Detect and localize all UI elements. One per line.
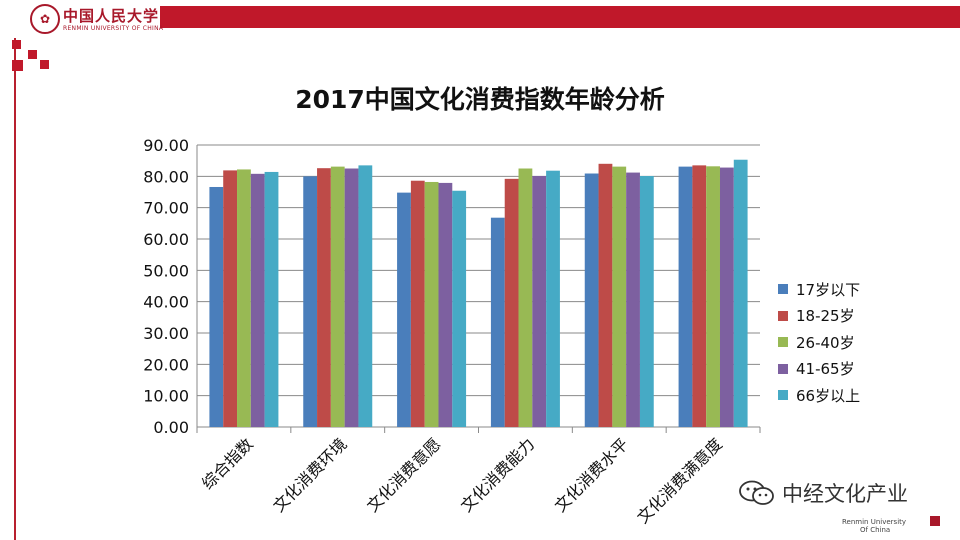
y-tick-label: 40.00	[143, 293, 189, 312]
legend-swatch	[778, 284, 788, 295]
x-tick-label: 文化消费满意度	[633, 434, 726, 527]
legend-swatch	[778, 310, 788, 321]
y-tick-label: 80.00	[143, 167, 189, 186]
bar	[719, 167, 734, 427]
legend-label: 17岁以下	[796, 280, 861, 299]
deco-square	[12, 40, 21, 49]
bar	[410, 180, 425, 427]
bar	[317, 168, 331, 428]
bar	[678, 166, 693, 427]
legend-swatch	[778, 390, 788, 401]
bar	[397, 192, 411, 427]
y-tick-label: 0.00	[153, 418, 189, 437]
x-tick-label: 文化消费意愿	[363, 434, 444, 515]
deco-square	[12, 60, 23, 71]
footer-square	[930, 516, 940, 526]
bar	[612, 166, 627, 427]
legend-label: 18-25岁	[796, 307, 855, 326]
bar	[584, 173, 599, 427]
legend-label: 41-65岁	[796, 360, 855, 379]
chart-title: 2017中国文化消费指数年龄分析	[295, 85, 665, 114]
bar	[303, 176, 318, 427]
bar	[330, 166, 345, 427]
y-tick-label: 70.00	[143, 199, 189, 218]
legend-item: 26-40岁	[778, 329, 860, 356]
bar	[223, 170, 238, 427]
footer-line-2: Of China	[860, 526, 891, 534]
watermark-text: 中经文化产业	[782, 482, 908, 506]
bar	[626, 172, 640, 427]
y-tick-label: 90.00	[143, 136, 189, 155]
bar	[358, 165, 373, 427]
bar	[237, 169, 251, 427]
left-accent-line	[14, 38, 16, 540]
bar	[344, 168, 359, 427]
legend-item: 41-65岁	[778, 356, 860, 383]
bar	[598, 163, 613, 428]
x-tick-label: 文化消费水平	[551, 434, 632, 515]
bar	[518, 168, 533, 427]
bar	[264, 171, 279, 427]
wechat-icon	[739, 480, 774, 505]
x-tick-label: 综合指数	[198, 434, 257, 493]
wechat-watermark: 中经文化产业	[738, 478, 908, 508]
header-bar	[160, 6, 960, 28]
footer-line-1: Renmin University	[842, 518, 907, 526]
deco-square	[40, 60, 49, 69]
y-tick-label: 50.00	[143, 261, 189, 280]
bar	[546, 170, 560, 427]
bar	[692, 165, 707, 427]
bar	[452, 190, 467, 427]
bar	[490, 217, 505, 427]
legend-item: 17岁以下	[778, 276, 860, 303]
logo-subtitle: RENMIN UNIVERSITY OF CHINA	[63, 25, 164, 32]
legend-label: 26-40岁	[796, 333, 855, 352]
y-tick-label: 30.00	[143, 324, 189, 343]
y-tick-label: 10.00	[143, 387, 189, 406]
x-tick-label: 文化消费能力	[457, 434, 538, 515]
bar	[438, 182, 453, 427]
bar	[706, 166, 720, 427]
chart-legend: 17岁以下 18-25岁 26-40岁 41-65岁 66岁以上	[778, 276, 860, 409]
university-logo: ✿ 中国人民大学 RENMIN UNIVERSITY OF CHINA	[30, 4, 164, 38]
bar	[639, 176, 654, 427]
bar	[532, 176, 547, 427]
footer-text: Renmin University Of China	[842, 518, 906, 534]
bar	[733, 159, 748, 427]
legend-swatch	[778, 363, 788, 374]
legend-swatch	[778, 337, 788, 348]
bar	[250, 173, 265, 427]
x-tick-label: 文化消费环境	[269, 434, 350, 515]
deco-square	[28, 50, 37, 59]
bar	[424, 181, 439, 427]
logo-name: 中国人民大学	[63, 7, 160, 25]
legend-item: 18-25岁	[778, 303, 860, 330]
y-tick-label: 20.00	[143, 355, 189, 374]
legend-label: 66岁以上	[796, 386, 861, 405]
university-seal-icon: ✿	[30, 4, 60, 34]
y-tick-label: 60.00	[143, 230, 189, 249]
bar	[209, 186, 224, 427]
bar	[504, 178, 519, 427]
legend-item: 66岁以上	[778, 382, 860, 409]
